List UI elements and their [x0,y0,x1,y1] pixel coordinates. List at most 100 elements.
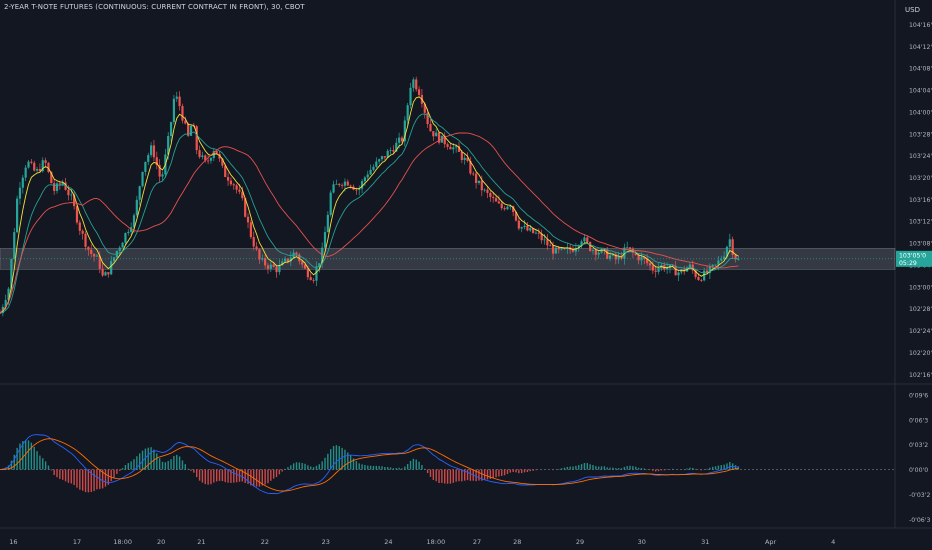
candle-body [512,206,515,212]
candle-body [198,150,201,157]
candle-body [249,222,252,238]
candle-body [252,237,255,247]
candle-body [574,247,577,252]
candle-body [486,189,489,193]
candle-body [586,237,589,243]
candle-body [651,265,654,271]
signal-line [0,438,739,492]
candle-body [312,279,315,281]
candle-body [583,237,586,242]
candle-body [429,123,432,132]
candle-body [540,233,543,241]
candle-body [235,185,238,190]
candle-body [666,267,669,270]
price-tick-label: 104'00'0 [909,109,932,116]
candle-body [358,188,361,190]
candle-body [503,208,506,210]
candle-body [517,220,520,229]
candle-body [258,249,261,260]
price-tick-label: 103'16'0 [909,197,932,204]
candle-body [343,181,347,186]
candle-body [30,161,33,163]
candle-body [360,181,364,189]
candle-body [529,228,532,231]
candle-body [281,261,284,266]
candle-body [500,203,503,209]
candle-body [634,252,637,255]
last-price-label: 103'05'0 [899,252,926,259]
candle-body [264,258,267,266]
candle-body [204,155,207,161]
candle-body [224,165,227,177]
candle-body [335,183,338,185]
candle-body [620,256,623,259]
candle-body [389,150,392,151]
macd-tick-label: 0'06'3 [909,417,928,424]
price-tick-label: 102'20'0 [909,350,932,357]
price-tick-label: 104'08'0 [909,66,932,73]
candle-body [181,106,184,121]
candle-body [646,258,649,264]
candle-body [101,268,104,276]
candle-body [84,233,87,247]
candle-body [286,258,290,262]
candle-body [321,247,324,264]
price-tick-label: 103'20'0 [909,175,932,182]
macd-line [0,434,739,495]
candle-body [306,268,309,278]
candle-body [423,103,426,113]
candle-body [403,120,406,142]
currency-label: USD [905,6,920,14]
time-tick-label: 31 [701,538,709,546]
candle-body [714,264,717,266]
candle-body [415,79,418,90]
candle-body [112,257,116,262]
price-tick-label: 103'12'0 [909,219,932,226]
time-tick-label: 30 [638,538,646,546]
candle-body [18,187,22,199]
candle-body [597,252,600,255]
candle-body [571,249,575,252]
candle-body [489,192,492,197]
candle-body [611,254,615,256]
candle-body [637,254,640,261]
price-tick-label: 104'12'0 [909,44,932,51]
price-tick-label: 103'00'0 [909,284,932,291]
candle-body [654,270,657,272]
candle-body [33,162,36,171]
candle-body [132,215,136,228]
candle-body [167,135,170,155]
candle-body [13,232,16,260]
candle-body [315,267,318,281]
candle-body [426,112,429,124]
candle-body [149,145,153,156]
candle-body [110,261,113,275]
candle-body [41,160,44,172]
candle-body [383,156,386,158]
candle-body [417,89,421,95]
candle-body [141,171,144,187]
candle-body [124,232,127,243]
candle-body [514,211,518,221]
candle-body [64,182,67,190]
candle-body [560,248,563,250]
candle-body [700,279,703,281]
candle-body [466,157,469,161]
candle-body [187,123,190,136]
candle-body [195,126,198,151]
time-tick-label: 20 [157,538,165,546]
candle-body [289,257,292,262]
candle-body [27,161,30,168]
candle-body [477,180,481,183]
candle-body [580,241,583,246]
candle-body [366,174,369,178]
candle-body [266,265,270,269]
candle-body [184,120,187,124]
candle-body [469,160,472,174]
candle-body [523,225,526,228]
candle-body [395,142,398,152]
candle-body [329,192,332,215]
candle-body [75,206,79,223]
